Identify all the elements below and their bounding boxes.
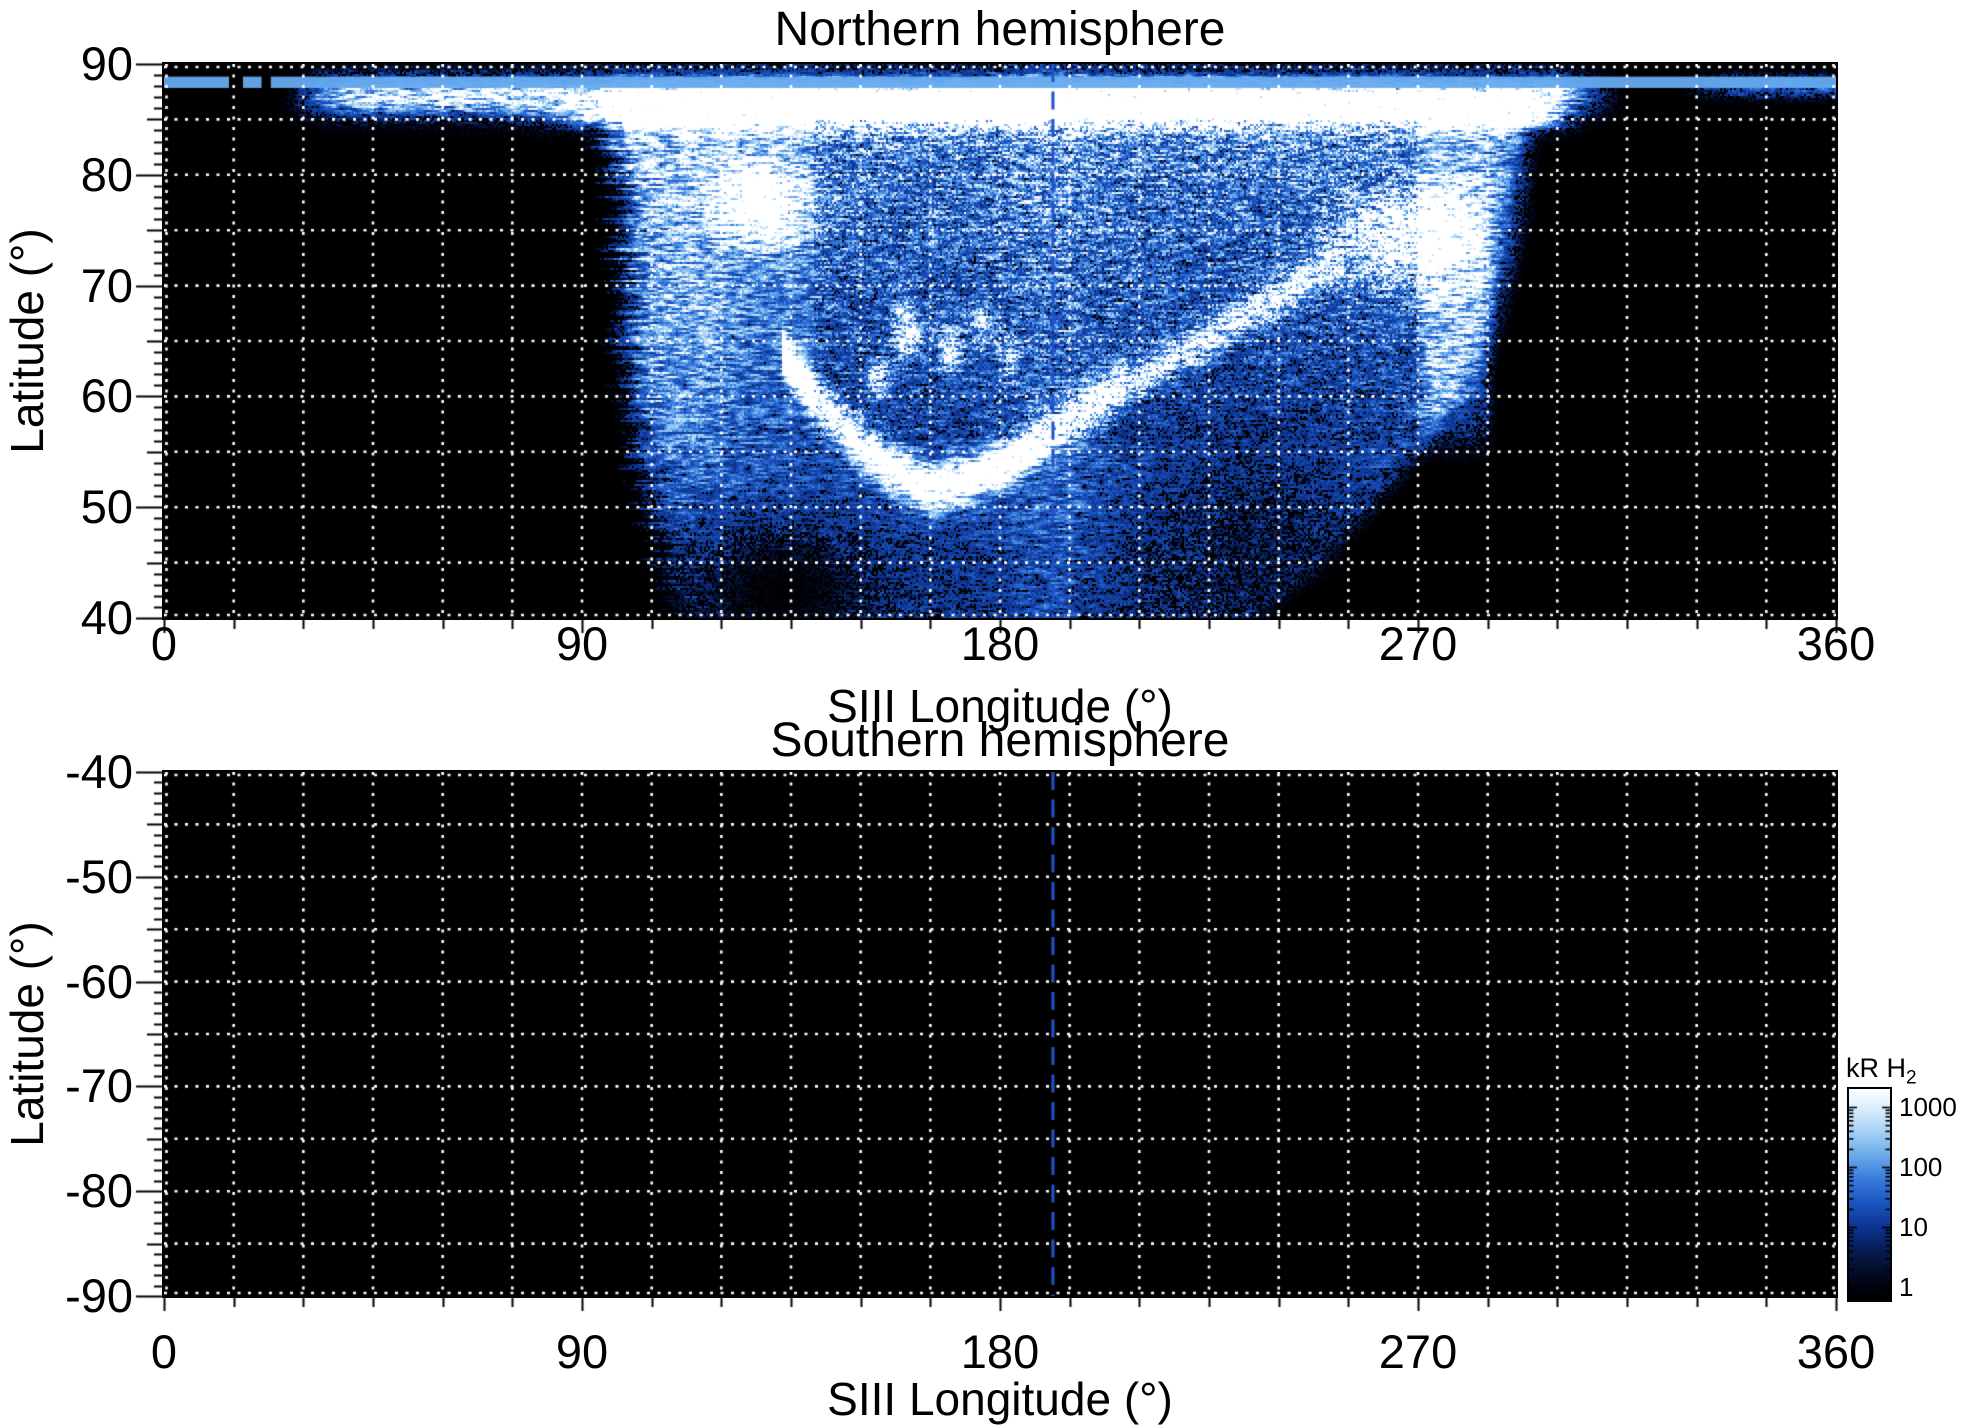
y-tick-label: -70: [65, 1059, 133, 1113]
x-tick-label: 360: [1796, 617, 1876, 670]
colorbar-tick-label: 100: [1899, 1152, 1943, 1182]
north-panel-title: Northern hemisphere: [774, 3, 1226, 56]
colorbar-tick-label: 1000: [1899, 1092, 1957, 1122]
y-tick-label: 70: [80, 258, 133, 312]
y-tick-label: -60: [65, 954, 133, 1008]
x-tick-label: 180: [960, 617, 1040, 670]
colorbar: [1847, 1087, 1892, 1302]
colorbar-tick-label: 10: [1899, 1212, 1928, 1242]
y-tick-label: -80: [65, 1164, 133, 1218]
south-hemisphere-panel: [162, 770, 1838, 1298]
colorbar-gradient-canvas: [1849, 1089, 1890, 1300]
x-tick-label: 90: [555, 1325, 609, 1378]
y-tick-label: -90: [65, 1269, 133, 1322]
x-tick-label: 180: [960, 1325, 1040, 1378]
colorbar-title-subscript: 2: [1906, 1067, 1917, 1089]
colorbar-tick-label: 1: [1899, 1272, 1914, 1302]
north-y-axis-label: Latitude (°): [1, 228, 53, 454]
south-y-axis-label: Latitude (°): [1, 921, 53, 1147]
south-heatmap-canvas: [164, 772, 1836, 1296]
north-heatmap-canvas: [164, 64, 1836, 618]
y-tick-label: 80: [80, 147, 133, 201]
north-hemisphere-panel: [162, 62, 1838, 620]
x-tick-label: 270: [1378, 617, 1458, 670]
colorbar-title: kR H2: [1846, 1053, 1917, 1093]
south-panel-title: Southern hemisphere: [770, 714, 1230, 767]
y-tick-label: -50: [65, 849, 133, 903]
x-tick-label: 0: [150, 1325, 178, 1378]
x-tick-label: 270: [1378, 1325, 1458, 1378]
x-tick-label: 90: [555, 617, 609, 670]
colorbar-title-text: kR H: [1846, 1053, 1906, 1083]
y-tick-label: 50: [80, 480, 133, 534]
north-x-axis-label: SIII Longitude (°): [827, 680, 1173, 732]
y-tick-label: 60: [80, 369, 133, 423]
y-tick-label: 90: [80, 37, 133, 90]
y-tick-label: -40: [65, 745, 133, 798]
south-x-axis-label: SIII Longitude (°): [827, 1373, 1173, 1425]
x-tick-label: 360: [1796, 1325, 1876, 1378]
y-tick-label: 40: [80, 591, 133, 644]
x-tick-label: 0: [150, 617, 178, 670]
